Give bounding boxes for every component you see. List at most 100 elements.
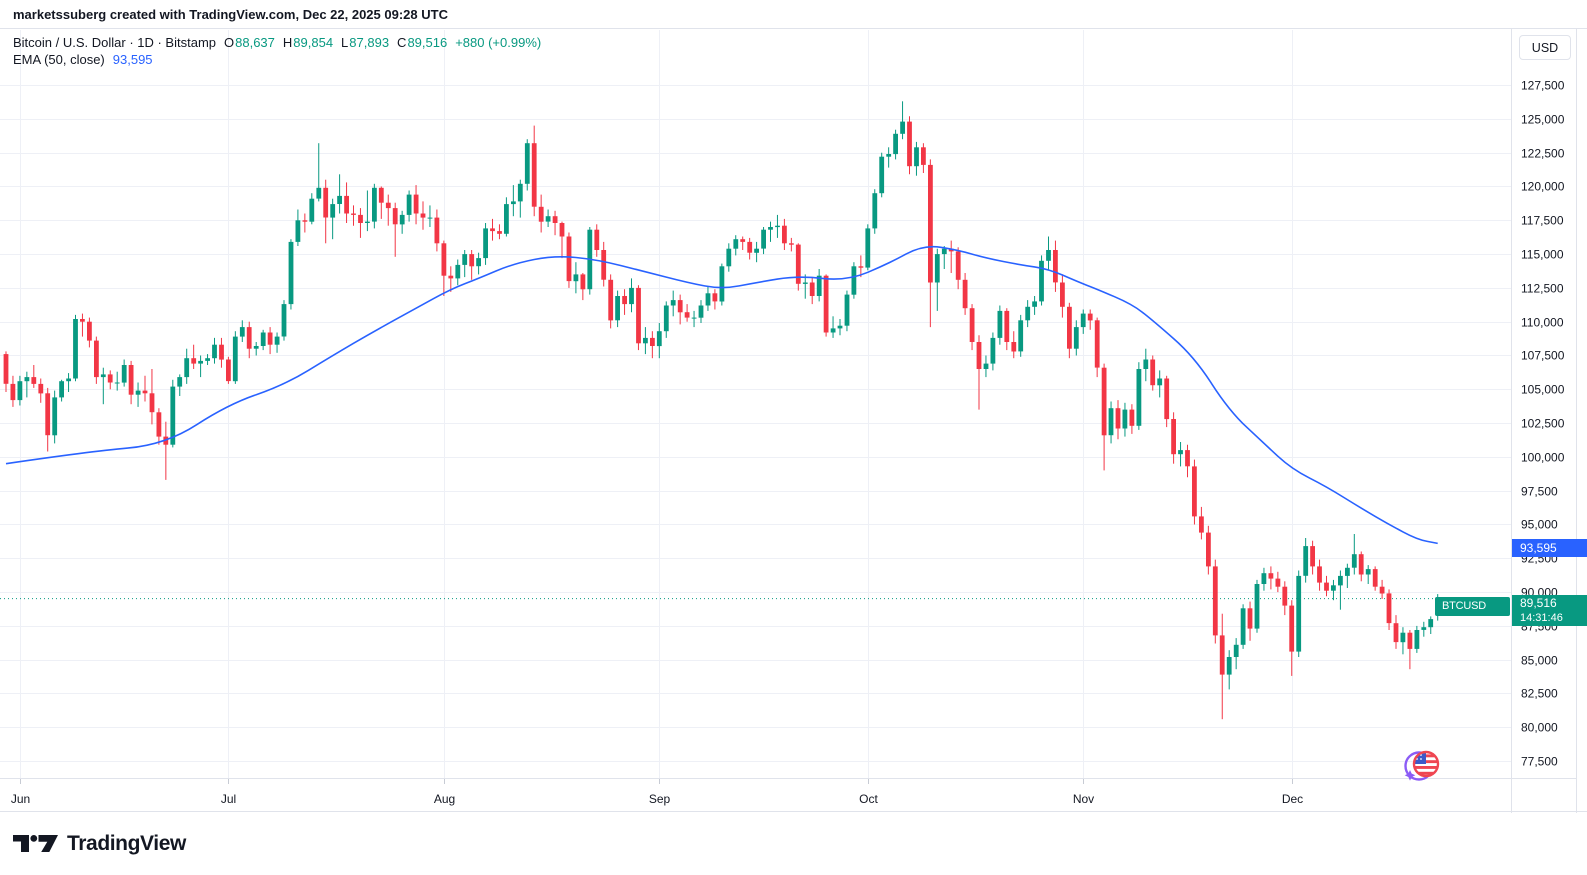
candle[interactable] bbox=[955, 247, 961, 290]
candle[interactable] bbox=[17, 375, 23, 406]
candle[interactable] bbox=[650, 331, 655, 359]
candle[interactable] bbox=[538, 194, 544, 233]
candle[interactable] bbox=[1275, 571, 1281, 593]
candle[interactable] bbox=[156, 408, 162, 445]
candle[interactable] bbox=[239, 320, 245, 342]
candle[interactable] bbox=[1039, 255, 1044, 306]
candle[interactable] bbox=[823, 274, 829, 337]
candle[interactable] bbox=[420, 201, 426, 230]
candle[interactable] bbox=[295, 209, 301, 247]
candle[interactable] bbox=[163, 421, 169, 480]
candle[interactable] bbox=[1101, 363, 1107, 471]
candle[interactable] bbox=[990, 332, 996, 371]
candle[interactable] bbox=[851, 262, 857, 299]
candle[interactable] bbox=[191, 344, 197, 369]
candle[interactable] bbox=[830, 316, 836, 338]
candle[interactable] bbox=[337, 174, 342, 214]
candle[interactable] bbox=[434, 209, 440, 252]
candle[interactable] bbox=[330, 198, 336, 240]
candle[interactable] bbox=[893, 129, 898, 160]
candle[interactable] bbox=[205, 354, 210, 365]
candle[interactable] bbox=[316, 143, 322, 202]
candle[interactable] bbox=[490, 218, 495, 241]
candle[interactable] bbox=[1212, 559, 1218, 644]
candle[interactable] bbox=[1004, 308, 1010, 351]
candle[interactable] bbox=[462, 250, 468, 278]
candle[interactable] bbox=[504, 197, 509, 237]
candle[interactable] bbox=[962, 273, 968, 315]
candle[interactable] bbox=[274, 332, 280, 353]
candle[interactable] bbox=[1379, 579, 1385, 599]
candle[interactable] bbox=[198, 355, 203, 378]
candle[interactable] bbox=[997, 305, 1003, 345]
candle[interactable] bbox=[740, 236, 746, 251]
candle[interactable] bbox=[559, 221, 565, 259]
candle[interactable] bbox=[580, 273, 586, 301]
candle[interactable] bbox=[802, 274, 808, 299]
candle[interactable] bbox=[733, 235, 739, 256]
candle[interactable] bbox=[1053, 240, 1058, 292]
candle[interactable] bbox=[1421, 621, 1427, 637]
candle[interactable] bbox=[976, 335, 982, 410]
candle[interactable] bbox=[1324, 575, 1329, 597]
candle[interactable] bbox=[260, 329, 266, 351]
candle[interactable] bbox=[1185, 444, 1190, 478]
candle[interactable] bbox=[1157, 370, 1163, 398]
candle[interactable] bbox=[1206, 525, 1211, 575]
candle[interactable] bbox=[24, 371, 30, 398]
candle[interactable] bbox=[399, 210, 405, 234]
candle[interactable] bbox=[1108, 401, 1114, 444]
candle[interactable] bbox=[601, 241, 607, 287]
candle[interactable] bbox=[246, 321, 252, 359]
candle[interactable] bbox=[552, 210, 558, 236]
candle[interactable] bbox=[1338, 570, 1343, 610]
candle[interactable] bbox=[948, 240, 954, 273]
candle[interactable] bbox=[1171, 412, 1176, 464]
candle[interactable] bbox=[886, 147, 892, 168]
candle[interactable] bbox=[684, 304, 690, 322]
candle[interactable] bbox=[726, 243, 732, 272]
candle[interactable] bbox=[1310, 540, 1315, 575]
candle[interactable] bbox=[476, 252, 481, 275]
candle[interactable] bbox=[1094, 317, 1100, 378]
candle[interactable] bbox=[636, 285, 641, 351]
candle[interactable] bbox=[934, 248, 940, 311]
candle[interactable] bbox=[587, 227, 593, 295]
candle[interactable] bbox=[1192, 459, 1197, 525]
candle[interactable] bbox=[656, 323, 662, 359]
candle[interactable] bbox=[1345, 563, 1350, 588]
candle[interactable] bbox=[288, 239, 294, 310]
candle[interactable] bbox=[1303, 538, 1309, 583]
candle[interactable] bbox=[691, 310, 697, 328]
candle[interactable] bbox=[455, 259, 461, 286]
candle[interactable] bbox=[45, 387, 51, 452]
candle[interactable] bbox=[253, 342, 259, 356]
candle[interactable] bbox=[441, 240, 447, 296]
candle[interactable] bbox=[3, 351, 9, 392]
candle[interactable] bbox=[1067, 302, 1072, 359]
candle[interactable] bbox=[107, 370, 113, 390]
candle[interactable] bbox=[545, 209, 551, 228]
candle[interactable] bbox=[622, 289, 627, 315]
candle[interactable] bbox=[149, 369, 155, 425]
candle[interactable] bbox=[142, 375, 148, 402]
candle[interactable] bbox=[1317, 559, 1322, 591]
price-axis[interactable]: 127,500 125,000 122,500 120,000 117,500 115,0… bbox=[1521, 79, 1565, 769]
candle[interactable] bbox=[406, 190, 412, 222]
candle[interactable] bbox=[941, 246, 947, 269]
candle[interactable] bbox=[448, 266, 454, 292]
candle[interactable] bbox=[983, 355, 989, 378]
candle[interactable] bbox=[629, 278, 634, 313]
candle[interactable] bbox=[483, 223, 488, 265]
candle[interactable] bbox=[670, 290, 676, 317]
candle[interactable] bbox=[1428, 616, 1434, 634]
candle[interactable] bbox=[1407, 630, 1413, 670]
candle[interactable] bbox=[1351, 534, 1357, 575]
candle[interactable] bbox=[643, 327, 648, 355]
candle[interactable] bbox=[170, 379, 176, 448]
candle[interactable] bbox=[795, 243, 801, 291]
candle[interactable] bbox=[469, 250, 475, 280]
candle[interactable] bbox=[1046, 236, 1051, 271]
candle[interactable] bbox=[1393, 615, 1399, 649]
candle[interactable] bbox=[372, 183, 377, 229]
